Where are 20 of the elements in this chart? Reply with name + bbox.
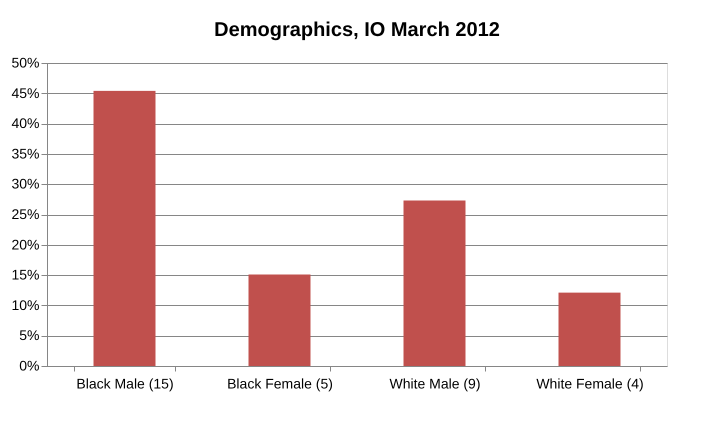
y-tick-label: 5% bbox=[19, 327, 40, 344]
y-tick-label: 25% bbox=[11, 206, 40, 222]
y-tick-label: 0% bbox=[19, 358, 40, 374]
x-tick-label: White Male (9) bbox=[389, 376, 481, 392]
x-tick-label: Black Male (15) bbox=[76, 376, 174, 392]
bar bbox=[248, 274, 310, 366]
y-tick-label: 30% bbox=[11, 176, 40, 192]
bar bbox=[558, 292, 620, 366]
y-tick-label: 35% bbox=[11, 145, 40, 162]
x-tick-label: Black Female (5) bbox=[227, 376, 333, 392]
chart-title: Demographics, IO March 2012 bbox=[214, 19, 500, 41]
bar bbox=[404, 200, 466, 366]
bar bbox=[94, 90, 156, 366]
y-tick-label: 20% bbox=[11, 236, 40, 252]
x-tick-label: White Female (4) bbox=[536, 376, 644, 392]
y-tick-label: 15% bbox=[11, 266, 40, 283]
y-tick-label: 10% bbox=[11, 296, 40, 313]
y-tick-label: 40% bbox=[11, 115, 40, 132]
y-tick-label: 50% bbox=[11, 54, 40, 70]
y-tick-label: 45% bbox=[11, 84, 40, 101]
